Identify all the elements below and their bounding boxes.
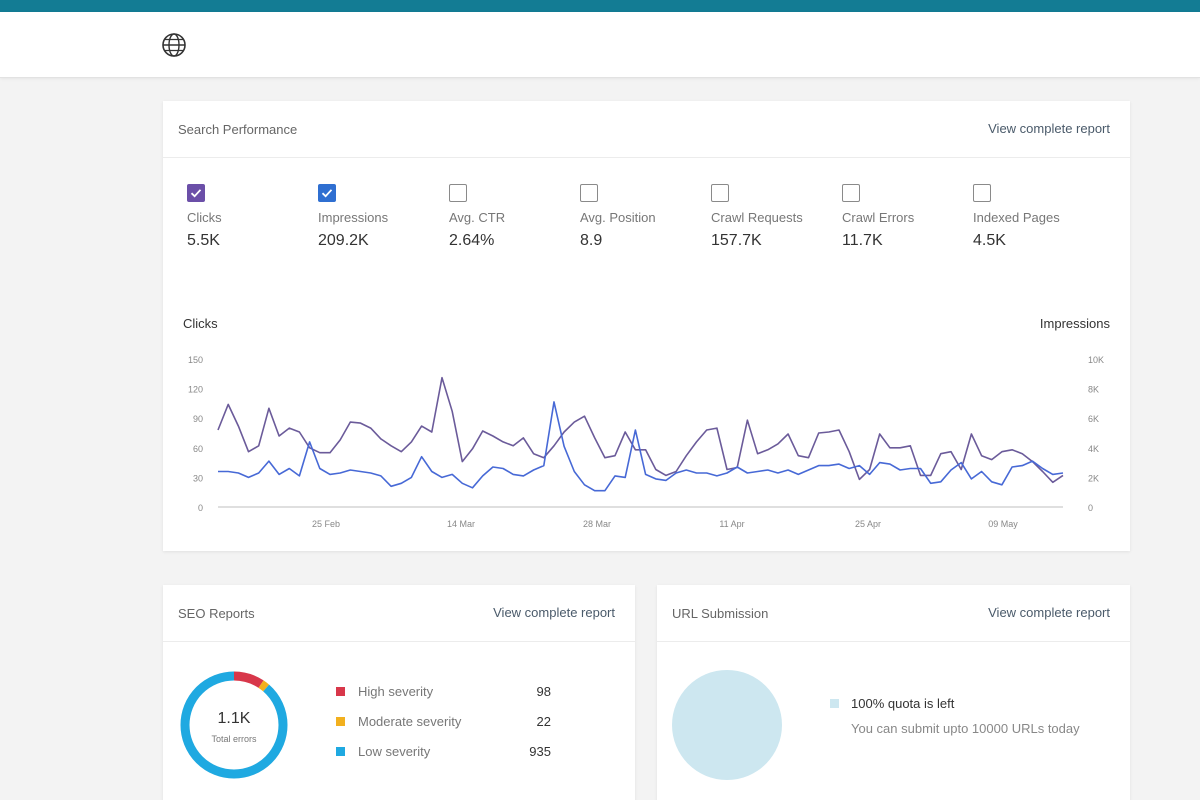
- metric-label: Clicks: [187, 210, 222, 225]
- card-header: SEO Reports View complete report: [163, 585, 635, 642]
- right-axis-title: Impressions: [1039, 316, 1110, 331]
- metric-crawl-requests[interactable]: Crawl Requests 157.7K: [711, 184, 831, 250]
- x-tick-label: 11 Apr: [719, 519, 744, 529]
- card-header: Search Performance View complete report: [163, 101, 1130, 158]
- severity-label: High severity: [358, 684, 434, 699]
- metric-crawl-errors[interactable]: Crawl Errors 11.7K: [842, 184, 962, 250]
- severity-row-high-severity: High severity 98: [336, 684, 551, 700]
- total-errors-value: 1.1K: [217, 710, 251, 727]
- metric-clicks[interactable]: Clicks 5.5K: [187, 184, 307, 250]
- view-complete-report-link[interactable]: View complete report: [988, 605, 1110, 620]
- left-axis-title: Clicks: [183, 316, 218, 331]
- view-complete-report-link[interactable]: View complete report: [988, 121, 1110, 136]
- quota-legend-swatch: [830, 699, 839, 708]
- total-errors-label: Total errors: [211, 734, 257, 744]
- metric-indexed-pages[interactable]: Indexed Pages 4.5K: [973, 184, 1093, 250]
- severity-count: 98: [536, 684, 551, 699]
- view-complete-report-link[interactable]: View complete report: [493, 605, 615, 620]
- metric-label: Avg. CTR: [449, 210, 506, 225]
- metric-value: 209.2K: [318, 232, 369, 249]
- donut-slice-low-severity: [180, 671, 288, 779]
- metric-impressions[interactable]: Impressions 209.2K: [318, 184, 438, 250]
- series-line-clicks: [217, 376, 1064, 484]
- severity-row-low-severity: Low severity 935: [336, 744, 551, 760]
- checkmark-icon: [321, 189, 333, 198]
- performance-line-chart: 0 30 60 90 120 150 0 2K 4K 6K 8K 10K 25 Feb 14 Mar 28 …: [188, 355, 1104, 529]
- y-left-tick-label: 150: [188, 355, 203, 365]
- card-title: URL Submission: [672, 606, 769, 621]
- url-submission-card: URL Submission View complete report 100%…: [657, 585, 1130, 800]
- card-header: URL Submission View complete report: [657, 585, 1130, 642]
- seo-reports-card: SEO Reports View complete report 1.1K To…: [163, 585, 635, 800]
- search-performance-card: Search Performance View complete report …: [163, 101, 1130, 551]
- y-right-tick-label: 0: [1088, 503, 1093, 513]
- card-title: Search Performance: [178, 122, 298, 137]
- series-line-impressions: [218, 401, 1064, 492]
- top-accent-bar: [0, 0, 1200, 12]
- metric-value: 8.9: [580, 232, 603, 249]
- y-right-tick-label: 10K: [1088, 355, 1104, 365]
- metric-checkbox[interactable]: [449, 184, 467, 202]
- quota-note: You can submit upto 10000 URLs today: [851, 721, 1080, 736]
- metric-label: Crawl Errors: [842, 210, 915, 225]
- checkmark-icon: [190, 189, 202, 198]
- severity-swatch: [336, 717, 345, 726]
- severity-label: Low severity: [358, 744, 431, 759]
- y-left-tick-label: 0: [198, 503, 203, 513]
- metric-label: Indexed Pages: [973, 210, 1060, 225]
- metric-checkbox[interactable]: [580, 184, 598, 202]
- quota-circle: [672, 670, 782, 780]
- y-right-tick-label: 6K: [1088, 414, 1099, 424]
- y-left-tick-label: 90: [193, 414, 203, 424]
- x-tick-label: 25 Feb: [312, 519, 340, 529]
- severity-swatch: [336, 687, 345, 696]
- y-left-tick-label: 120: [188, 385, 203, 395]
- y-left-tick-label: 30: [193, 473, 203, 483]
- metric-checkbox[interactable]: [711, 184, 729, 202]
- severity-swatch: [336, 747, 345, 756]
- y-left-tick-label: 60: [193, 444, 203, 454]
- metric-avg-ctr[interactable]: Avg. CTR 2.64%: [449, 184, 569, 250]
- severity-donut-chart: [180, 671, 288, 779]
- metric-value: 11.7K: [842, 232, 883, 249]
- y-right-tick-label: 4K: [1088, 444, 1099, 454]
- metric-avg-position[interactable]: Avg. Position 8.9: [580, 184, 700, 250]
- metric-value: 2.64%: [449, 232, 495, 249]
- metric-label: Impressions: [318, 210, 389, 225]
- severity-count: 22: [536, 714, 551, 729]
- app-header: [0, 12, 1200, 78]
- card-title: SEO Reports: [178, 606, 255, 621]
- x-tick-label: 25 Apr: [855, 519, 881, 529]
- y-right-tick-label: 8K: [1088, 385, 1099, 395]
- x-tick-label: 28 Mar: [583, 519, 611, 529]
- metric-checkbox[interactable]: [187, 184, 205, 202]
- severity-row-moderate-severity: Moderate severity 22: [336, 714, 551, 730]
- y-right-tick-label: 2K: [1088, 473, 1099, 483]
- globe-icon[interactable]: [160, 31, 188, 59]
- metric-checkbox[interactable]: [842, 184, 860, 202]
- metric-checkbox[interactable]: [318, 184, 336, 202]
- metric-label: Avg. Position: [580, 210, 656, 225]
- metric-value: 157.7K: [711, 232, 762, 249]
- quota-status: 100% quota is left: [851, 696, 955, 711]
- metric-value: 5.5K: [187, 232, 220, 249]
- x-tick-label: 09 May: [988, 519, 1018, 529]
- severity-label: Moderate severity: [358, 714, 462, 729]
- x-tick-label: 14 Mar: [447, 519, 475, 529]
- metric-checkbox[interactable]: [973, 184, 991, 202]
- metric-value: 4.5K: [973, 232, 1006, 249]
- severity-count: 935: [529, 744, 551, 759]
- metric-label: Crawl Requests: [711, 210, 803, 225]
